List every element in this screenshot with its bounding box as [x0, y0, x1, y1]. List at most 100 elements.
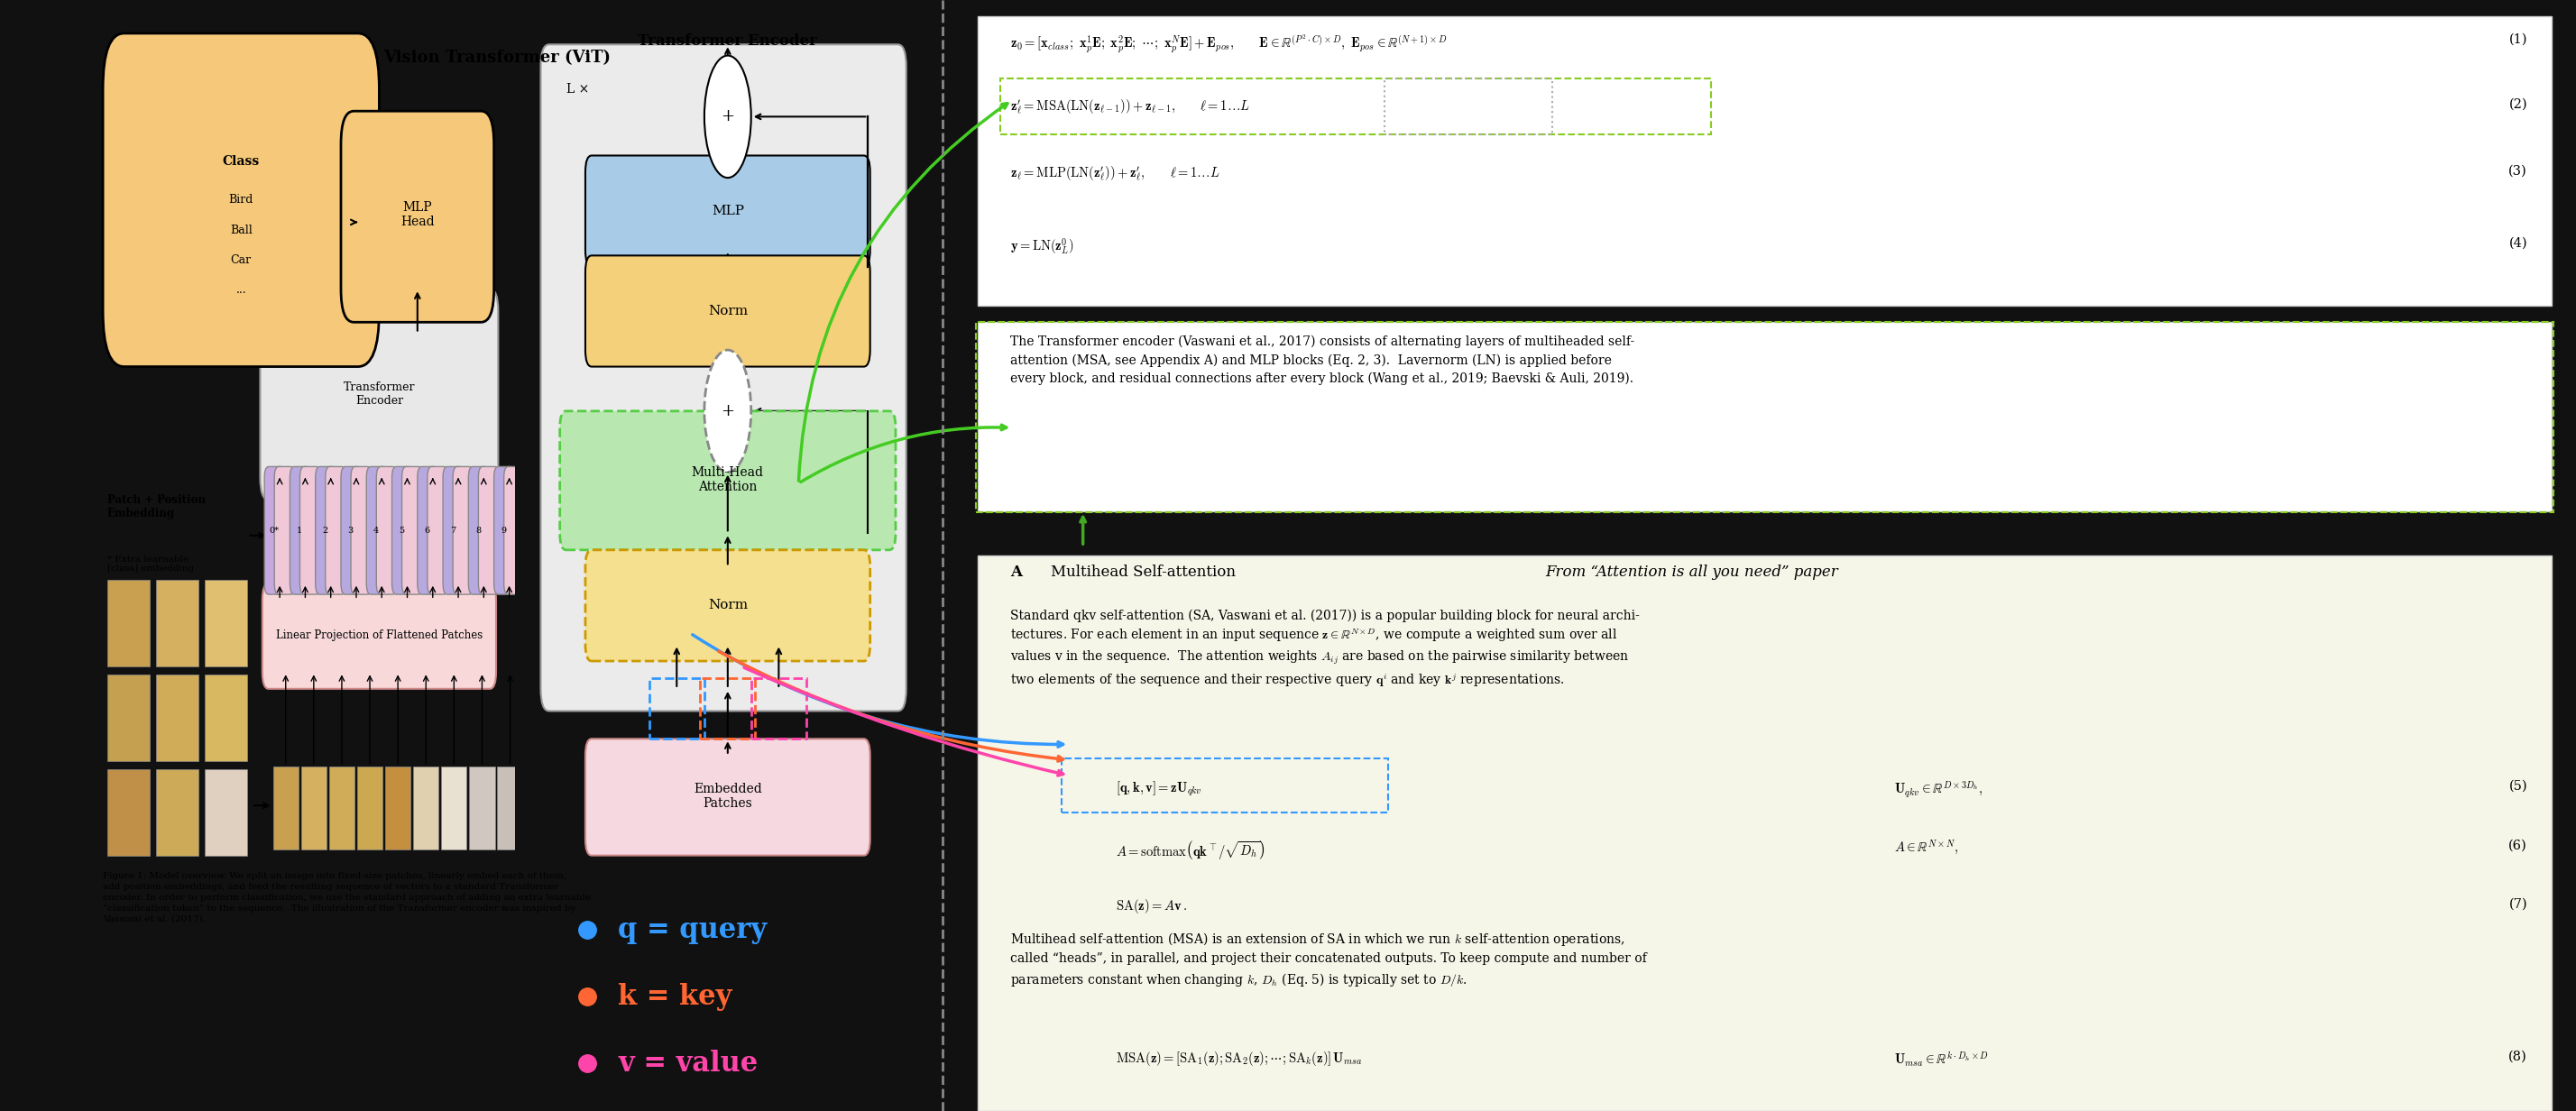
- Bar: [206, 674, 247, 761]
- FancyBboxPatch shape: [291, 467, 312, 594]
- FancyBboxPatch shape: [505, 467, 526, 594]
- FancyBboxPatch shape: [585, 550, 871, 661]
- FancyBboxPatch shape: [559, 411, 896, 550]
- Bar: [469, 767, 495, 850]
- Bar: [108, 769, 149, 855]
- Text: 4: 4: [374, 527, 379, 534]
- Bar: [108, 580, 149, 667]
- Bar: [157, 674, 198, 761]
- Text: q = query: q = query: [618, 917, 768, 944]
- Text: $A \in \mathbb{R}^{N \times N},$: $A \in \mathbb{R}^{N \times N},$: [1893, 839, 1958, 857]
- Text: The Transformer encoder (Vaswani et al., 2017) consists of alternating layers of: The Transformer encoder (Vaswani et al.,…: [1010, 336, 1633, 384]
- Text: Linear Projection of Flattened Patches: Linear Projection of Flattened Patches: [276, 630, 482, 641]
- Text: MLP: MLP: [711, 204, 744, 218]
- Text: 0*: 0*: [270, 527, 278, 534]
- Text: Norm: Norm: [708, 599, 747, 612]
- FancyBboxPatch shape: [340, 467, 361, 594]
- Text: $\mathbf{z}_\ell = \mathrm{MLP}(\mathrm{LN}(\mathbf{z}^\prime_\ell)) + \mathbf{z: $\mathbf{z}_\ell = \mathrm{MLP}(\mathrm{…: [1010, 164, 1221, 183]
- FancyBboxPatch shape: [976, 17, 2553, 306]
- Text: From “Attention is all you need” paper: From “Attention is all you need” paper: [1546, 564, 1839, 580]
- FancyBboxPatch shape: [325, 467, 345, 594]
- FancyBboxPatch shape: [392, 467, 412, 594]
- FancyBboxPatch shape: [469, 467, 489, 594]
- Text: Figure 1: Model overview. We split an image into fixed-size patches, linearly em: Figure 1: Model overview. We split an im…: [103, 872, 590, 923]
- Text: (7): (7): [2509, 898, 2527, 910]
- Text: MLP
Head: MLP Head: [399, 201, 435, 228]
- FancyBboxPatch shape: [495, 467, 515, 594]
- FancyBboxPatch shape: [585, 739, 871, 855]
- Text: (1): (1): [2509, 33, 2527, 46]
- Text: $\mathbf{y} = \mathrm{LN}(\mathbf{z}^0_L)$: $\mathbf{y} = \mathrm{LN}(\mathbf{z}^0_L…: [1010, 237, 1074, 257]
- Bar: [386, 767, 410, 850]
- Text: Standard qkv self-attention (SA, Vaswani et al. (2017)) is a popular building bl: Standard qkv self-attention (SA, Vaswani…: [1010, 609, 1638, 689]
- Circle shape: [703, 56, 752, 178]
- Text: (8): (8): [2509, 1050, 2527, 1062]
- Text: $\mathbf{U}_{msa} \in \mathbb{R}^{k \cdot D_h \times D}$: $\mathbf{U}_{msa} \in \mathbb{R}^{k \cdo…: [1893, 1050, 1989, 1069]
- Text: k = key: k = key: [618, 983, 732, 1011]
- Bar: [108, 674, 149, 761]
- Bar: [301, 767, 327, 850]
- Text: A: A: [1010, 564, 1023, 580]
- Bar: [273, 767, 299, 850]
- Text: $\mathrm{SA}(\mathbf{z}) = A\mathbf{v}\,.$: $\mathrm{SA}(\mathbf{z}) = A\mathbf{v}\,…: [1115, 898, 1188, 915]
- Text: +: +: [721, 109, 734, 124]
- FancyBboxPatch shape: [479, 467, 500, 594]
- Text: 1: 1: [296, 527, 301, 534]
- FancyBboxPatch shape: [585, 156, 871, 267]
- Text: 9: 9: [500, 527, 507, 534]
- Text: Norm: Norm: [708, 304, 747, 318]
- FancyBboxPatch shape: [541, 44, 907, 711]
- FancyBboxPatch shape: [376, 467, 397, 594]
- Text: Multihead Self-attention: Multihead Self-attention: [1051, 564, 1236, 580]
- Bar: [358, 767, 384, 850]
- FancyBboxPatch shape: [366, 467, 386, 594]
- Text: Transformer
Encoder: Transformer Encoder: [343, 382, 415, 407]
- FancyBboxPatch shape: [585, 256, 871, 367]
- Text: Car: Car: [232, 254, 252, 266]
- FancyBboxPatch shape: [260, 289, 497, 500]
- FancyBboxPatch shape: [263, 583, 497, 689]
- Text: (4): (4): [2509, 237, 2527, 249]
- FancyBboxPatch shape: [976, 322, 2553, 511]
- Text: Multi-Head
Attention: Multi-Head Attention: [690, 467, 765, 493]
- Text: 3: 3: [348, 527, 353, 534]
- FancyBboxPatch shape: [314, 467, 335, 594]
- Text: Embedded
Patches: Embedded Patches: [693, 783, 762, 810]
- Bar: [157, 769, 198, 855]
- FancyBboxPatch shape: [103, 33, 379, 367]
- FancyBboxPatch shape: [453, 467, 474, 594]
- Text: $\mathbf{U}_{qkv} \in \mathbb{R}^{D \times 3D_h},$: $\mathbf{U}_{qkv} \in \mathbb{R}^{D \tim…: [1893, 780, 1984, 800]
- FancyBboxPatch shape: [428, 467, 448, 594]
- Bar: [157, 580, 198, 667]
- FancyBboxPatch shape: [402, 467, 422, 594]
- Text: (5): (5): [2509, 780, 2527, 792]
- Text: $\mathbf{z}_0 = [\mathbf{x}_{class};\ \mathbf{x}^1_p\mathbf{E};\ \mathbf{x}^2_p\: $\mathbf{z}_0 = [\mathbf{x}_{class};\ \m…: [1010, 33, 1448, 56]
- Text: $A = \mathrm{softmax}\left(\mathbf{q}\mathbf{k}^\top/\sqrt{D_h}\right)$: $A = \mathrm{softmax}\left(\mathbf{q}\ma…: [1115, 839, 1265, 861]
- Bar: [206, 580, 247, 667]
- Text: * Extra learnable
[class] embedding: * Extra learnable [class] embedding: [108, 556, 193, 573]
- Text: v = value: v = value: [618, 1050, 757, 1078]
- Text: Transformer Encoder: Transformer Encoder: [639, 33, 817, 49]
- Text: L ×: L ×: [567, 83, 590, 96]
- Text: (3): (3): [2509, 164, 2527, 177]
- Circle shape: [703, 350, 752, 472]
- Text: Multihead self-attention (MSA) is an extension of SA in which we run $k$ self-at: Multihead self-attention (MSA) is an ext…: [1010, 931, 1646, 988]
- Text: 2: 2: [322, 527, 327, 534]
- Text: Bird: Bird: [229, 194, 252, 206]
- Bar: [412, 767, 438, 850]
- FancyBboxPatch shape: [976, 556, 2553, 1111]
- Bar: [206, 769, 247, 855]
- FancyBboxPatch shape: [276, 467, 296, 594]
- Text: $[\mathbf{q},\mathbf{k},\mathbf{v}] = \mathbf{z}\mathbf{U}_{qkv}$: $[\mathbf{q},\mathbf{k},\mathbf{v}] = \m…: [1115, 780, 1203, 799]
- Text: Ball: Ball: [229, 224, 252, 236]
- Text: $\mathbf{z}^\prime_\ell = \mathrm{MSA}(\mathrm{LN}(\mathbf{z}_{\ell-1})) + \math: $\mathbf{z}^\prime_\ell = \mathrm{MSA}(\…: [1010, 98, 1249, 117]
- Bar: [440, 767, 466, 850]
- Text: 5: 5: [399, 527, 404, 534]
- Text: Patch + Position
Embedding: Patch + Position Embedding: [108, 494, 206, 520]
- Text: (6): (6): [2509, 839, 2527, 851]
- FancyBboxPatch shape: [265, 467, 286, 594]
- Text: (2): (2): [2509, 98, 2527, 110]
- Bar: [497, 767, 523, 850]
- FancyBboxPatch shape: [340, 111, 495, 322]
- Text: 6: 6: [425, 527, 430, 534]
